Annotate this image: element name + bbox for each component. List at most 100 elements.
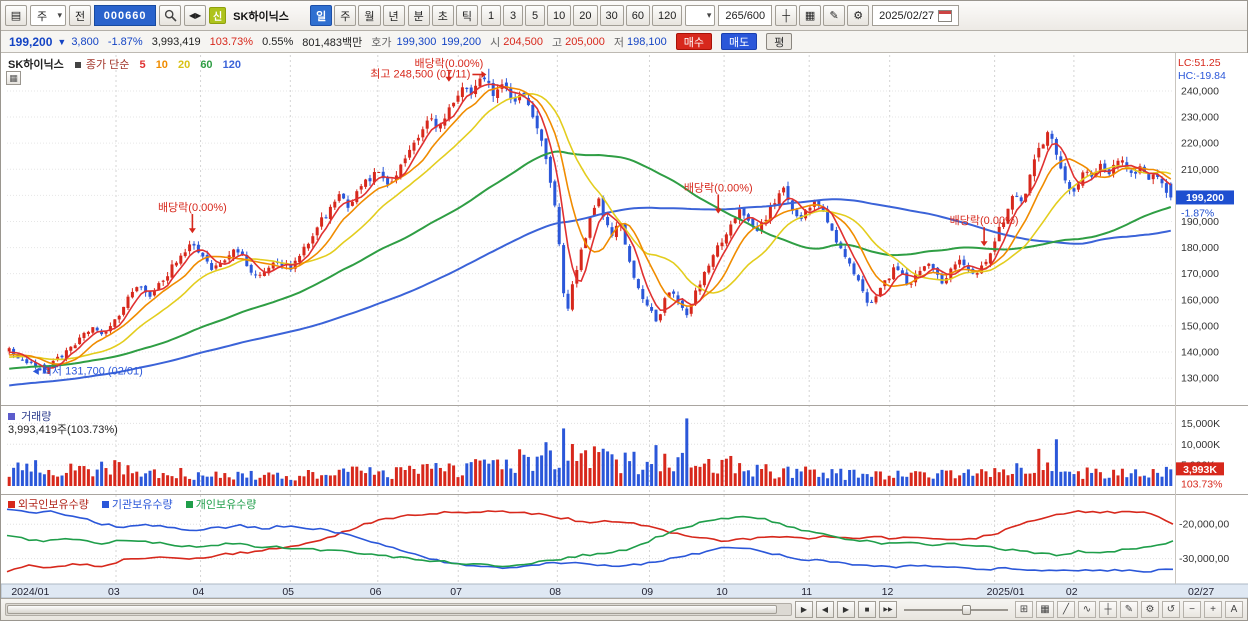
interval-120[interactable]: 120 bbox=[652, 5, 683, 26]
volume-title: 거래량 bbox=[21, 411, 52, 423]
interval-3[interactable]: 3 bbox=[503, 5, 523, 26]
ma60-line bbox=[9, 150, 1172, 370]
settings-button[interactable]: ⚙ bbox=[847, 5, 870, 26]
search-icon bbox=[164, 9, 177, 22]
auto-scale-button[interactable]: A bbox=[1225, 601, 1243, 618]
chart-region: 배당락(0.00%) 배당락(0.00%) 배당락(0.00%) 배당락(0.00%)… bbox=[1, 53, 1248, 598]
current-price: 199,200 bbox=[9, 34, 53, 49]
price-tick-label: 220,000 bbox=[1181, 138, 1219, 150]
tab-yearly[interactable]: 년 bbox=[382, 5, 405, 26]
avg-button[interactable]: 평 bbox=[766, 33, 793, 50]
date-picker[interactable]: 2025/02/27 bbox=[872, 5, 960, 26]
tab-daily[interactable]: 일 bbox=[310, 5, 333, 26]
zoom-slider[interactable] bbox=[904, 603, 1008, 616]
series-square-icon bbox=[74, 62, 81, 68]
sell-button[interactable]: 매도 bbox=[721, 33, 758, 50]
ma120-line bbox=[9, 198, 1172, 387]
tool-crosshair-button[interactable]: ┼ bbox=[1099, 601, 1117, 618]
tool-wave-button[interactable]: ∿ bbox=[1078, 601, 1096, 618]
current-price-badge-label: 199,200 bbox=[1186, 192, 1224, 204]
draw-tool-button[interactable]: ✎ bbox=[823, 5, 846, 26]
compare-arrows-icon: ◀▶ bbox=[188, 11, 202, 20]
grid-tool-button[interactable]: ▦ bbox=[799, 5, 822, 26]
region-icon: ⊞ bbox=[1019, 604, 1029, 615]
tool-reset-button[interactable]: ↺ bbox=[1162, 601, 1180, 618]
zoom-in-button[interactable]: + bbox=[1204, 601, 1222, 618]
volume-bars-layer bbox=[7, 418, 1173, 486]
low-label: 저 bbox=[613, 36, 624, 49]
tab-second[interactable]: 초 bbox=[431, 5, 454, 26]
tool-grid-button[interactable]: ▦ bbox=[1036, 601, 1054, 618]
prev-button[interactable]: 전 bbox=[69, 5, 92, 26]
current-change-pct-label: -1.87% bbox=[1181, 207, 1214, 219]
interval-1[interactable]: 1 bbox=[481, 5, 501, 26]
lc-label: LC:51.25 bbox=[1178, 57, 1221, 69]
x-axis-strip bbox=[1, 583, 1248, 598]
interval-30[interactable]: 30 bbox=[599, 5, 624, 26]
legend-ma120: 120 bbox=[222, 59, 241, 71]
current-volume-pct-label: 103.73% bbox=[1181, 478, 1222, 490]
stock-code-input[interactable]: 000660 bbox=[94, 5, 157, 26]
crosshair-tool-button[interactable]: ┼ bbox=[775, 5, 798, 26]
period-combo-value: 주 bbox=[37, 10, 48, 23]
price-change: 3,800 bbox=[71, 35, 99, 48]
zoom-slider-thumb[interactable] bbox=[962, 605, 971, 615]
price-tick-label: 180,000 bbox=[1181, 242, 1219, 254]
tool-region-button[interactable]: ⊞ bbox=[1015, 601, 1033, 618]
crosshair-icon: ┼ bbox=[782, 9, 791, 22]
stock-chart-canvas[interactable]: 배당락(0.00%) 배당락(0.00%) 배당락(0.00%) 배당락(0.00%)… bbox=[1, 53, 1248, 598]
hc-label: HC:-19.84 bbox=[1178, 70, 1226, 82]
go-to-end-button[interactable]: ▶▶ bbox=[879, 601, 897, 618]
grid-icon: ▦ bbox=[9, 72, 18, 83]
tool-trendline-button[interactable]: ╱ bbox=[1057, 601, 1075, 618]
dividend-annotation: 배당락(0.00%) bbox=[158, 201, 227, 214]
interval-10[interactable]: 10 bbox=[547, 5, 572, 26]
turnover-pct: 0.55% bbox=[262, 35, 294, 48]
pencil-icon: ✎ bbox=[829, 10, 839, 22]
window-menu-icon[interactable]: ▤ bbox=[5, 5, 27, 26]
stop-button[interactable]: ■ bbox=[858, 601, 876, 618]
stock-code-value: 000660 bbox=[103, 9, 147, 22]
moving-average-layer bbox=[9, 83, 1172, 387]
dividend-annotation: 배당락(0.00%) bbox=[414, 57, 483, 70]
tool-draw-button[interactable]: ✎ bbox=[1120, 601, 1138, 618]
x-axis-labels: 2024/01 03 04 05 06 07 08 09 10 11 12 2025/01 02 02/2… bbox=[11, 586, 1214, 598]
interval-5[interactable]: 5 bbox=[525, 5, 545, 26]
tab-tick[interactable]: 틱 bbox=[455, 5, 478, 26]
volume-subtitle: 3,993,419주(103.73%) bbox=[8, 424, 118, 436]
empty-combo[interactable]: ▾ bbox=[685, 5, 716, 26]
step-forward-button[interactable]: ▶ bbox=[837, 601, 855, 618]
scroll-right-button[interactable]: ▶ bbox=[795, 601, 813, 618]
period-combo[interactable]: 주 ▾ bbox=[30, 5, 66, 26]
price-change-pct: -1.87% bbox=[107, 35, 143, 48]
chart-scrollbar-thumb[interactable] bbox=[7, 605, 777, 614]
indicator-settings-button[interactable]: ▦ bbox=[6, 71, 21, 85]
zoom-out-button[interactable]: − bbox=[1183, 601, 1201, 618]
interval-60[interactable]: 60 bbox=[625, 5, 650, 26]
candlestick-layer bbox=[7, 68, 1173, 374]
fast-forward-icon: ▶▶ bbox=[883, 607, 893, 613]
interval-20[interactable]: 20 bbox=[573, 5, 598, 26]
compare-stock-button[interactable]: ◀▶ bbox=[184, 5, 207, 26]
tool-settings-button[interactable]: ⚙ bbox=[1141, 601, 1159, 618]
volume-legend: 거래량 bbox=[8, 408, 51, 424]
price-tick-label: 230,000 bbox=[1181, 112, 1219, 124]
scroll-left-button[interactable]: ◀ bbox=[816, 601, 834, 618]
buy-button[interactable]: 매수 bbox=[675, 33, 712, 50]
x-axis-label: 2024/01 bbox=[11, 586, 49, 598]
high-label: 고 bbox=[551, 36, 563, 49]
window-icon: ▤ bbox=[10, 10, 22, 22]
tab-minute[interactable]: 분 bbox=[407, 5, 430, 26]
x-axis-label: 12 bbox=[882, 586, 894, 598]
down-arrow-icon: ▼ bbox=[57, 36, 67, 47]
search-button[interactable] bbox=[159, 5, 182, 26]
current-volume-badge bbox=[1176, 462, 1224, 476]
tab-monthly[interactable]: 월 bbox=[358, 5, 381, 26]
chart-scrollbar[interactable] bbox=[5, 603, 792, 616]
volume-ratio: 103.73% bbox=[209, 35, 254, 48]
x-axis-label: 10 bbox=[716, 586, 728, 598]
x-axis-label: 05 bbox=[282, 586, 294, 598]
tab-weekly[interactable]: 주 bbox=[334, 5, 357, 26]
low-annotation: 최저 131,700 (02/01) bbox=[42, 364, 143, 377]
dividend-annotation: 배당락(0.00%) bbox=[684, 181, 753, 194]
